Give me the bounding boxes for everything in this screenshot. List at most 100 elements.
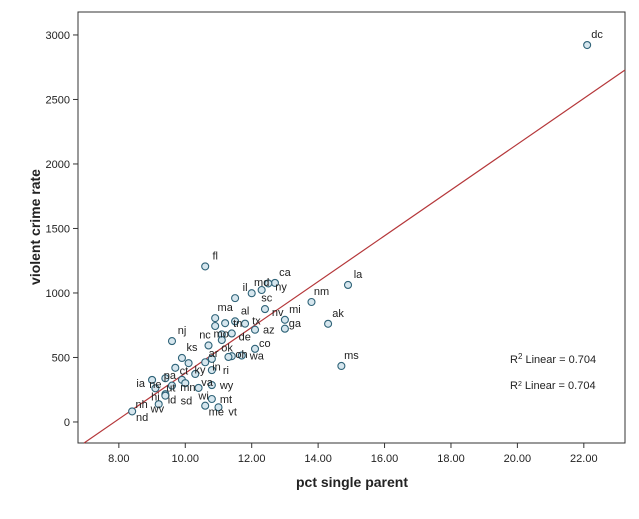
- point-label-nh: nh: [135, 399, 147, 411]
- data-point-ut: [181, 379, 190, 388]
- data-point-mt: [207, 394, 216, 404]
- point-label-nv: nv: [272, 307, 284, 319]
- data-point-ga: [280, 324, 289, 333]
- data-point-mi: [280, 315, 289, 324]
- data-point-nh: [154, 400, 163, 409]
- data-point-ok: [217, 336, 226, 345]
- data-point-ny: [264, 279, 273, 288]
- data-point-hi: [151, 384, 160, 393]
- point-label-id: id: [168, 395, 177, 407]
- point-label-ri: ri: [223, 365, 229, 377]
- x-tick-label: 14.00: [304, 453, 332, 465]
- point-label-mn: mn: [180, 382, 195, 394]
- point-label-ms: ms: [344, 350, 359, 362]
- data-point-ne: [161, 374, 170, 383]
- x-tick-label: 16.00: [371, 453, 399, 465]
- data-point-il: [231, 294, 240, 303]
- data-point-la: [343, 280, 353, 290]
- point-label-ak: ak: [332, 308, 344, 320]
- point-label-tx: tx: [252, 316, 261, 328]
- data-point-ar: [204, 341, 213, 350]
- data-point-ms: [337, 361, 346, 371]
- point-label-me: me: [209, 406, 224, 418]
- point-label-wa: wa: [249, 351, 265, 363]
- point-label-nc: nc: [199, 329, 211, 341]
- point-label-ky: ky: [195, 365, 207, 377]
- data-point-fl: [201, 262, 210, 271]
- point-label-ks: ks: [187, 342, 199, 354]
- y-tick-label: 2500: [46, 94, 70, 106]
- data-point-sc: [257, 285, 266, 295]
- point-label-co: co: [259, 338, 271, 350]
- y-axis-title: violent crime rate: [27, 169, 43, 285]
- y-tick-label: 1000: [46, 288, 70, 300]
- data-point-ia: [148, 375, 157, 384]
- data-point-ct: [184, 359, 193, 368]
- y-tick-label: 3000: [46, 30, 70, 42]
- point-label-in: in: [212, 361, 221, 373]
- point-label-pa: pa: [164, 370, 177, 382]
- point-label-az: az: [263, 325, 275, 337]
- point-label-vt: vt: [228, 407, 237, 419]
- x-tick-label: 8.00: [108, 453, 129, 465]
- data-point-nj: [167, 337, 177, 346]
- data-point-in: [207, 354, 216, 363]
- y-tick-label: 500: [52, 352, 70, 364]
- point-label-nj: nj: [178, 325, 187, 337]
- y-tick-label: 0: [64, 417, 70, 429]
- data-point-vt: [214, 403, 223, 412]
- point-label-mo: mo: [214, 328, 229, 340]
- point-label-wi: wi: [197, 390, 208, 402]
- point-label-md: md: [254, 277, 269, 289]
- plot-area: [77, 11, 626, 444]
- fit-line: [83, 69, 626, 444]
- data-point-nd: [128, 407, 137, 416]
- point-label-va: va: [201, 377, 214, 389]
- point-label-al: al: [241, 305, 250, 317]
- point-label-ne: ne: [149, 379, 161, 391]
- y-tick-label: 1500: [46, 223, 70, 235]
- point-label-ut: ut: [166, 382, 175, 394]
- point-label-ok: ok: [221, 342, 233, 354]
- x-tick-label: 20.00: [504, 453, 532, 465]
- x-tick-label: 22.00: [570, 453, 598, 465]
- point-label-tn: tn: [233, 318, 242, 330]
- data-point-oh: [224, 352, 233, 362]
- data-point-co: [250, 344, 260, 353]
- point-label-mi: mi: [289, 304, 301, 316]
- y-tick-label: 2000: [46, 159, 70, 171]
- point-label-il: il: [243, 282, 248, 294]
- point-label-ia: ia: [136, 378, 145, 390]
- point-label-sc: sc: [261, 292, 273, 304]
- data-point-ks: [177, 353, 187, 363]
- data-point-nv: [260, 305, 270, 314]
- data-point-md: [247, 289, 256, 298]
- point-label-wy: wy: [219, 380, 234, 392]
- x-tick-label: 18.00: [437, 453, 465, 465]
- data-point-me: [201, 401, 210, 410]
- data-point-wv: [161, 391, 170, 400]
- point-label-ar: ar: [209, 348, 219, 360]
- r-squared-annotation: R2 Linear = 0.704: [510, 352, 596, 366]
- point-label-ct: ct: [180, 366, 189, 378]
- data-point-ri: [207, 366, 216, 375]
- data-point-de: [227, 329, 236, 338]
- data-point-id: [167, 381, 177, 390]
- data-point-pa: [171, 363, 180, 372]
- data-point-tn: [221, 319, 230, 328]
- data-point-ky: [201, 358, 210, 367]
- point-label-la: la: [354, 269, 363, 281]
- data-point-mo: [211, 321, 220, 331]
- data-point-va: [191, 369, 200, 379]
- data-point-ma: [211, 314, 220, 323]
- data-point-ak: [324, 319, 333, 328]
- data-point-dc: [583, 40, 592, 50]
- point-label-wv: wv: [150, 404, 165, 416]
- point-label-sd: sd: [181, 396, 193, 408]
- r-squared-annotation: R2 Linear = 0.704: [510, 380, 596, 392]
- data-point-nm: [307, 297, 316, 307]
- point-label-nm: nm: [314, 286, 329, 298]
- point-label-ga: ga: [289, 318, 302, 330]
- point-label-dc: dc: [591, 29, 603, 41]
